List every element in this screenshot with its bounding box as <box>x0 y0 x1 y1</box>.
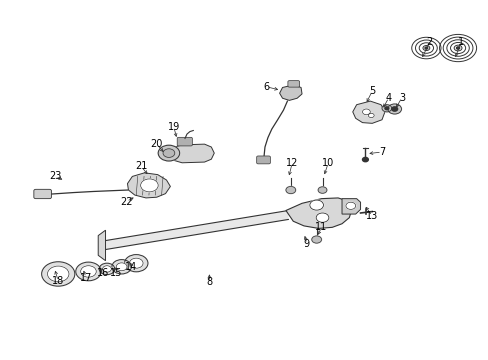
Circle shape <box>41 262 75 286</box>
Circle shape <box>456 47 459 49</box>
Text: 6: 6 <box>263 82 269 92</box>
Circle shape <box>362 109 369 115</box>
Circle shape <box>285 186 295 194</box>
Circle shape <box>318 187 326 193</box>
Polygon shape <box>279 85 302 100</box>
Polygon shape <box>103 211 288 250</box>
Circle shape <box>309 200 323 210</box>
Text: 14: 14 <box>125 262 137 272</box>
Text: 10: 10 <box>322 158 334 168</box>
Text: 3: 3 <box>398 93 404 103</box>
Circle shape <box>47 266 69 282</box>
Circle shape <box>158 145 179 161</box>
Polygon shape <box>98 230 105 261</box>
Circle shape <box>424 47 427 49</box>
Text: 16: 16 <box>97 267 109 278</box>
Text: 17: 17 <box>80 273 92 283</box>
Text: 11: 11 <box>315 222 327 232</box>
Circle shape <box>384 107 388 110</box>
Polygon shape <box>341 199 360 214</box>
Circle shape <box>311 236 321 243</box>
Text: 4: 4 <box>385 93 391 103</box>
Circle shape <box>345 202 355 210</box>
Circle shape <box>116 263 127 271</box>
Text: 21: 21 <box>135 161 147 171</box>
Circle shape <box>163 149 174 157</box>
Text: 8: 8 <box>206 277 212 287</box>
Text: 19: 19 <box>167 122 180 132</box>
Circle shape <box>381 105 391 112</box>
Circle shape <box>316 213 328 222</box>
Polygon shape <box>352 101 384 123</box>
Circle shape <box>367 113 373 118</box>
Circle shape <box>112 260 131 274</box>
Polygon shape <box>285 198 351 228</box>
Circle shape <box>102 266 111 272</box>
Text: 9: 9 <box>303 239 309 249</box>
Text: 12: 12 <box>285 158 298 168</box>
Text: 13: 13 <box>366 211 378 221</box>
Text: 15: 15 <box>110 267 122 278</box>
Circle shape <box>129 258 143 268</box>
Circle shape <box>141 179 158 192</box>
Text: 2: 2 <box>426 37 432 47</box>
Circle shape <box>76 262 101 281</box>
Text: 20: 20 <box>150 139 163 149</box>
FancyBboxPatch shape <box>256 156 270 164</box>
Circle shape <box>362 157 367 162</box>
Text: 22: 22 <box>120 197 132 207</box>
Text: 18: 18 <box>52 276 64 286</box>
Polygon shape <box>127 173 170 198</box>
FancyBboxPatch shape <box>34 189 51 199</box>
Circle shape <box>99 263 115 275</box>
Circle shape <box>387 104 401 114</box>
Polygon shape <box>167 144 214 163</box>
Circle shape <box>124 255 148 272</box>
Text: 23: 23 <box>49 171 61 181</box>
Text: 5: 5 <box>368 86 375 96</box>
Circle shape <box>81 266 96 277</box>
Circle shape <box>391 107 397 111</box>
Text: 7: 7 <box>378 147 385 157</box>
FancyBboxPatch shape <box>287 81 299 87</box>
FancyBboxPatch shape <box>177 137 192 146</box>
Text: 1: 1 <box>457 37 464 47</box>
